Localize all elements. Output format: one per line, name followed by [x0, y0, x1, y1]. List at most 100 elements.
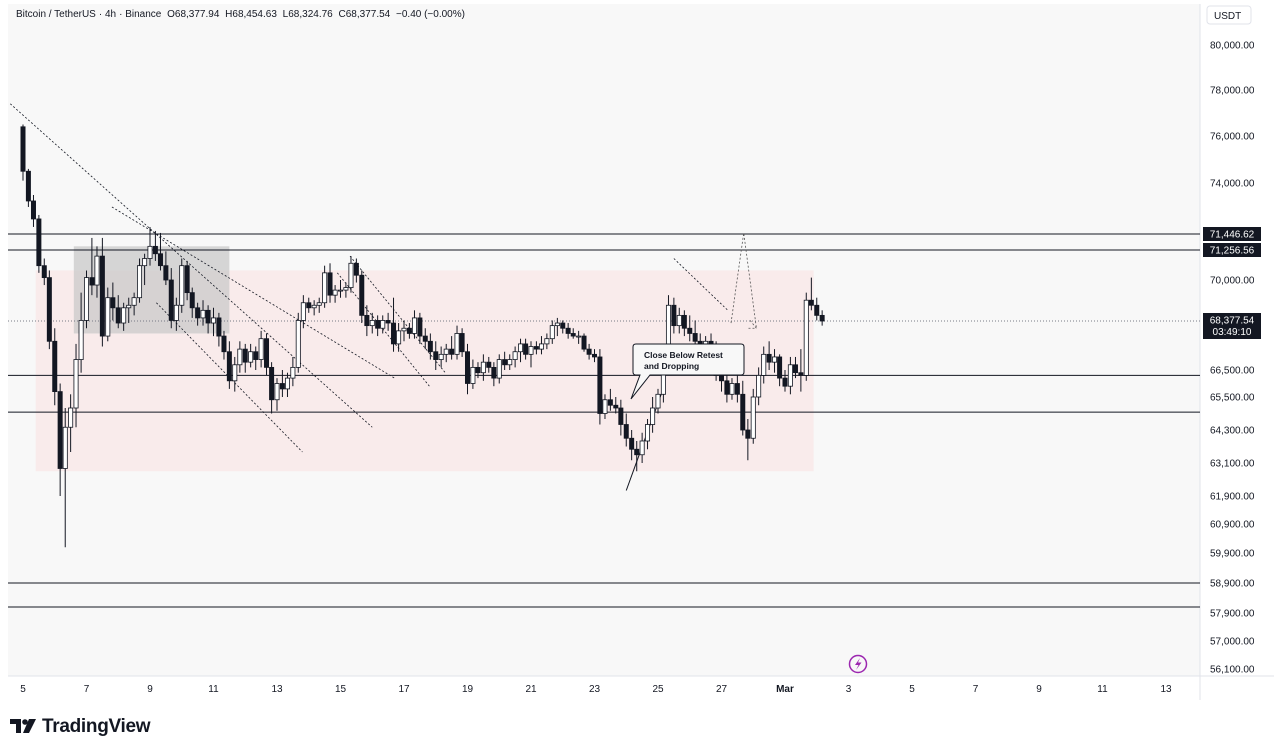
price-badge-1 — [1203, 243, 1261, 257]
candle-body-144 — [782, 377, 788, 387]
candle-body-51 — [290, 366, 296, 379]
candle-body-135 — [734, 383, 740, 395]
candle-body-100 — [549, 325, 555, 340]
candle-body-102 — [560, 322, 566, 329]
candle-body-123 — [671, 304, 677, 327]
candle-body-98 — [538, 343, 544, 350]
x-tick-label-13: 3 — [846, 684, 852, 695]
candle-body-76 — [422, 335, 428, 342]
candle-body-12 — [84, 277, 90, 321]
candle-body-139 — [756, 374, 762, 398]
candle-body-83 — [459, 333, 465, 353]
annotation-layer: Close Below Retest and Dropping — [630, 343, 745, 400]
x-tick-label-18: 13 — [1160, 684, 1172, 695]
candle-body-45 — [258, 338, 264, 360]
candle-body-54 — [306, 302, 312, 309]
x-tick-label-12: Mar — [776, 684, 794, 695]
candle-body-115 — [629, 437, 635, 450]
lightning-icon[interactable] — [848, 654, 868, 674]
candle-body-29 — [173, 304, 179, 321]
candle-body-34 — [200, 309, 206, 319]
candle-body-107 — [586, 348, 592, 355]
exchange-label: Binance — [125, 9, 162, 20]
y-tick-label-8: 63,100.00 — [1210, 459, 1255, 470]
candle-body-65 — [364, 314, 370, 327]
candle-body-41 — [237, 348, 243, 366]
candle-body-79 — [438, 353, 444, 360]
y-tick-label-1: 78,000.00 — [1210, 86, 1255, 97]
candle-body-53 — [300, 302, 306, 321]
time-axis[interactable]: 5 7 9 11 13 15 17 19 21 23 25 27 Mar 3 5 7 9 11 13 — [20, 684, 1172, 695]
candle-body-142 — [772, 356, 778, 363]
candle-body-146 — [792, 364, 798, 374]
candle-body-145 — [787, 364, 793, 387]
y-tick-label-6: 65,500.00 — [1210, 393, 1255, 404]
candle-body-96 — [528, 346, 534, 355]
x-tick-label-7: 19 — [462, 684, 474, 695]
candle-body-42 — [242, 348, 248, 363]
brand-name: TradingView — [42, 716, 151, 737]
candle-body-89 — [491, 366, 497, 379]
candle-body-49 — [279, 383, 285, 390]
x-tick-label-0: 5 — [20, 684, 26, 695]
candle-body-84 — [464, 351, 470, 384]
candle-body-119 — [650, 407, 656, 425]
candle-body-99 — [544, 338, 550, 345]
annotation-line-1: Close Below Retest — [644, 350, 723, 360]
candle-body-75 — [417, 317, 423, 337]
candle-body-106 — [581, 335, 587, 350]
candle-body-68 — [380, 320, 386, 329]
y-tick-label-15: 56,100.00 — [1210, 665, 1255, 676]
candle-body-74 — [411, 317, 417, 334]
candle-body-1 — [25, 170, 31, 202]
tradingview-logo[interactable]: TradingView — [10, 716, 151, 738]
candle-body-14 — [94, 255, 100, 286]
candle-body-40 — [232, 364, 238, 382]
price-badge-label-2: 68,377.54 — [1210, 316, 1255, 327]
candle-body-104 — [570, 333, 576, 337]
annotation-callout[interactable] — [630, 343, 745, 400]
candle-body-81 — [449, 348, 455, 355]
candle-body-108 — [592, 353, 598, 358]
candle-body-61 — [343, 287, 349, 291]
candle-body-25 — [152, 245, 158, 255]
candle-body-93 — [512, 351, 518, 360]
candle-body-67 — [375, 320, 381, 329]
candle-body-64 — [359, 274, 365, 316]
candle-body-138 — [750, 396, 756, 439]
close-value: C68,377.54 — [338, 9, 391, 20]
symbol-header[interactable]: Bitcoin / TetherUS · 4h · Binance O68,377.… — [16, 9, 465, 20]
x-tick-label-5: 15 — [335, 684, 347, 695]
candle-body-150 — [814, 304, 820, 316]
candle-body-20 — [126, 304, 132, 309]
candle-body-52 — [295, 320, 301, 368]
x-tick-label-11: 27 — [716, 684, 728, 695]
x-tick-label-10: 25 — [652, 684, 664, 695]
candle-body-26 — [157, 253, 163, 267]
candle-body-140 — [761, 353, 767, 376]
y-tick-label-4: 70,000.00 — [1210, 276, 1255, 287]
candle-body-36 — [210, 317, 216, 324]
currency-button[interactable] — [1206, 5, 1252, 25]
candle-body-103 — [565, 327, 571, 334]
candle-body-5 — [46, 277, 52, 342]
candle-body-15 — [99, 255, 105, 337]
candle-body-9 — [68, 407, 74, 428]
y-tick-label-13: 57,900.00 — [1210, 609, 1255, 620]
symbol-name: Bitcoin / TetherUS — [16, 9, 96, 20]
price-axis[interactable]: 80,000.00 78,000.00 76,000.00 74,000.00 70,0… — [1210, 41, 1255, 676]
x-tick-label-3: 11 — [208, 684, 219, 695]
high-value: H68,454.63 — [225, 9, 277, 20]
candle-body-50 — [284, 377, 290, 390]
price-badge-label-1: 71,256.56 — [1210, 246, 1255, 257]
x-tick-label-8: 21 — [525, 684, 537, 695]
candle-body-8 — [62, 426, 68, 469]
candle-body-38 — [221, 335, 227, 353]
candle-body-55 — [311, 304, 317, 309]
x-tick-label-2: 9 — [147, 684, 153, 695]
candle-body-57 — [322, 272, 328, 304]
candle-body-2 — [30, 200, 36, 220]
candle-body-147 — [798, 372, 804, 376]
x-tick-label-9: 23 — [589, 684, 601, 695]
